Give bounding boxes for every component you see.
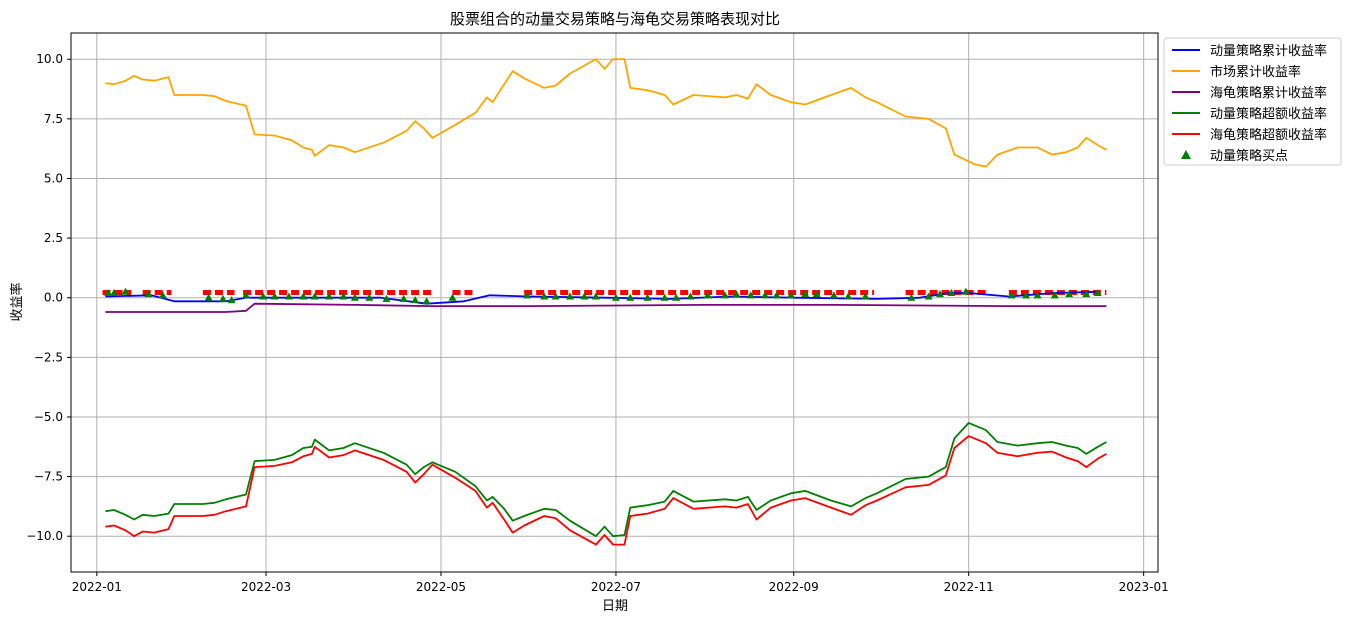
- buy-marker: [382, 294, 391, 302]
- y-tick-label: −2.5: [34, 350, 63, 364]
- buy-marker: [580, 292, 589, 300]
- buy-marker: [1007, 291, 1016, 299]
- buy-marker: [1082, 290, 1091, 298]
- buy-marker: [540, 292, 549, 300]
- buy-marker: [144, 290, 153, 298]
- y-axis-label: 收益率: [9, 282, 25, 321]
- buy-marker: [611, 293, 620, 301]
- buy-marker: [1065, 290, 1074, 298]
- y-tick-label: 7.5: [44, 112, 63, 126]
- x-tick-label: 2022-03: [241, 580, 291, 594]
- buy-marker: [299, 292, 308, 300]
- buy-marker: [643, 293, 652, 301]
- buy-marker: [1033, 291, 1042, 299]
- buy-marker: [924, 292, 933, 300]
- x-tick-label: 2022-01: [72, 580, 122, 594]
- x-axis-ticks: 2022-01 2022-03 2022-05 2022-07 2022-09 2022-…: [72, 572, 1169, 594]
- buy-marker: [422, 297, 431, 305]
- buy-marker: [786, 291, 795, 299]
- buy-marker: [104, 288, 113, 296]
- x-tick-label: 2022-07: [591, 580, 641, 594]
- buy-marker: [204, 293, 213, 301]
- buy-marker: [310, 292, 319, 300]
- legend-label: 动量策略超额收益率: [1210, 106, 1327, 122]
- buy-marker: [566, 292, 575, 300]
- buy-marker: [411, 296, 420, 304]
- y-tick-label: 5.0: [44, 171, 63, 185]
- y-tick-label: 0.0: [44, 291, 63, 305]
- x-tick-label: 2022-05: [416, 580, 466, 594]
- buy-marker: [961, 287, 970, 295]
- series-line: [105, 422, 1107, 538]
- buy-marker: [844, 292, 853, 300]
- buy-marker: [812, 290, 821, 298]
- series-line: [105, 58, 1107, 168]
- buy-marker: [219, 294, 228, 302]
- legend-label: 市场累计收益率: [1210, 64, 1301, 80]
- buy-marker: [732, 290, 741, 298]
- y-tick-label: −10.0: [26, 529, 63, 543]
- legend: 动量策略累计收益率市场累计收益率海龟策略累计收益率动量策略超额收益率海龟策略超额…: [1163, 37, 1342, 166]
- x-tick-label: 2023-01: [1119, 580, 1169, 594]
- legend-label: 动量策略累计收益率: [1210, 43, 1327, 59]
- buy-marker: [591, 292, 600, 300]
- legend-box: [1163, 37, 1342, 166]
- series-lines: [105, 58, 1107, 546]
- y-tick-label: −7.5: [34, 470, 63, 484]
- x-axis-label: 日期: [602, 599, 628, 614]
- buy-marker: [861, 292, 870, 300]
- y-axis-ticks: 10.0 7.5 5.0 2.5 0.0 −2.5 −5.0 −7.5 −10.0: [26, 52, 71, 543]
- buy-marker: [1093, 288, 1102, 296]
- legend-swatch: [1181, 150, 1191, 159]
- buy-marker: [284, 292, 293, 300]
- buy-marker: [259, 292, 268, 300]
- buy-marker: [1022, 291, 1031, 299]
- series-line: [105, 302, 1107, 313]
- buy-marker: [829, 291, 838, 299]
- buy-marker: [523, 291, 532, 299]
- buy-marker: [399, 294, 408, 302]
- buy-marker: [746, 291, 755, 299]
- buy-marker: [227, 296, 236, 304]
- buy-marker: [686, 292, 695, 300]
- buy-marker: [720, 291, 729, 299]
- buy-marker: [339, 292, 348, 300]
- buy-marker: [365, 293, 374, 301]
- x-tick-label: 2022-09: [769, 580, 819, 594]
- buy-marker: [350, 293, 359, 301]
- buy-marker: [110, 288, 119, 296]
- legend-label: 动量策略买点: [1210, 148, 1288, 164]
- buy-marker: [801, 290, 810, 298]
- buy-markers: [104, 287, 1102, 305]
- buy-marker: [158, 291, 167, 299]
- series-line: [105, 435, 1107, 546]
- y-tick-label: 2.5: [44, 231, 63, 245]
- buy-marker: [1050, 291, 1059, 299]
- buy-marker: [121, 287, 130, 295]
- buy-marker: [448, 293, 457, 301]
- y-tick-label: −5.0: [34, 410, 63, 424]
- buy-marker: [907, 293, 916, 301]
- x-tick-label: 2022-11: [944, 580, 994, 594]
- buy-marker: [660, 293, 669, 301]
- buy-marker: [626, 293, 635, 301]
- buy-marker: [270, 292, 279, 300]
- buy-marker: [947, 288, 956, 296]
- buy-marker: [672, 293, 681, 301]
- buy-marker: [703, 291, 712, 299]
- buy-marker: [241, 291, 250, 299]
- buy-marker: [772, 291, 781, 299]
- plot-frame: [70, 32, 1159, 573]
- y-tick-label: 10.0: [36, 52, 63, 66]
- buy-marker: [936, 290, 945, 298]
- buy-marker: [551, 292, 560, 300]
- legend-label: 海龟策略超额收益率: [1210, 127, 1327, 143]
- legend-label: 海龟策略累计收益率: [1210, 85, 1327, 101]
- buy-marker: [325, 292, 334, 300]
- chart-title: 股票组合的动量交易策略与海龟交易策略表现对比: [450, 10, 780, 28]
- buy-marker: [761, 291, 770, 299]
